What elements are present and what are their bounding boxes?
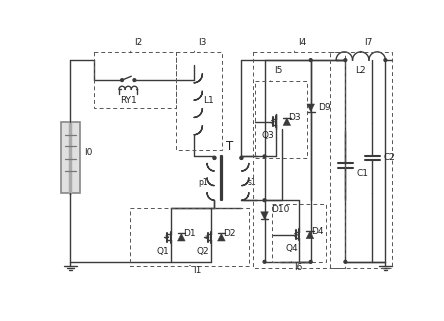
Circle shape — [344, 260, 347, 263]
Circle shape — [263, 199, 266, 202]
Text: Q1: Q1 — [156, 247, 169, 256]
Bar — [272, 204, 326, 262]
Circle shape — [240, 156, 243, 160]
Circle shape — [133, 79, 136, 82]
Text: p1: p1 — [198, 178, 208, 187]
Bar — [94, 52, 176, 108]
Text: L1: L1 — [203, 96, 214, 105]
Text: Q2: Q2 — [197, 247, 209, 256]
Bar — [253, 52, 345, 268]
Polygon shape — [307, 104, 314, 112]
Text: L2: L2 — [356, 66, 366, 75]
Text: Q4: Q4 — [285, 244, 298, 253]
Text: RY1: RY1 — [120, 96, 137, 105]
Polygon shape — [178, 233, 185, 241]
Polygon shape — [306, 231, 314, 239]
Bar — [130, 208, 249, 266]
Circle shape — [263, 155, 266, 158]
Bar — [176, 52, 222, 150]
Text: I5: I5 — [271, 66, 282, 81]
Circle shape — [384, 59, 387, 61]
Circle shape — [263, 260, 266, 263]
Text: s1: s1 — [248, 178, 256, 187]
Polygon shape — [218, 233, 225, 241]
Text: I7: I7 — [361, 38, 373, 52]
Text: C1: C1 — [356, 169, 368, 178]
Text: D2: D2 — [223, 229, 235, 238]
FancyBboxPatch shape — [61, 122, 80, 193]
Text: D4: D4 — [311, 227, 324, 236]
Polygon shape — [261, 212, 268, 220]
Text: T: T — [226, 140, 234, 153]
Text: C2: C2 — [383, 153, 395, 162]
Circle shape — [121, 79, 123, 82]
Text: D3: D3 — [288, 113, 301, 122]
Text: Q3: Q3 — [262, 131, 275, 140]
Bar — [255, 81, 307, 158]
Circle shape — [309, 260, 312, 263]
Text: I0: I0 — [84, 148, 93, 157]
Text: I4: I4 — [294, 38, 307, 52]
Text: I6: I6 — [291, 262, 303, 272]
Circle shape — [309, 59, 312, 61]
Polygon shape — [283, 118, 291, 126]
Text: I3: I3 — [194, 38, 206, 52]
Text: D10: D10 — [271, 205, 289, 214]
Text: D1: D1 — [183, 229, 195, 238]
Text: I1: I1 — [190, 266, 202, 275]
Text: I2: I2 — [131, 38, 143, 52]
Text: D9: D9 — [318, 103, 331, 112]
Circle shape — [344, 59, 347, 61]
Circle shape — [213, 156, 216, 160]
Bar — [330, 52, 392, 268]
